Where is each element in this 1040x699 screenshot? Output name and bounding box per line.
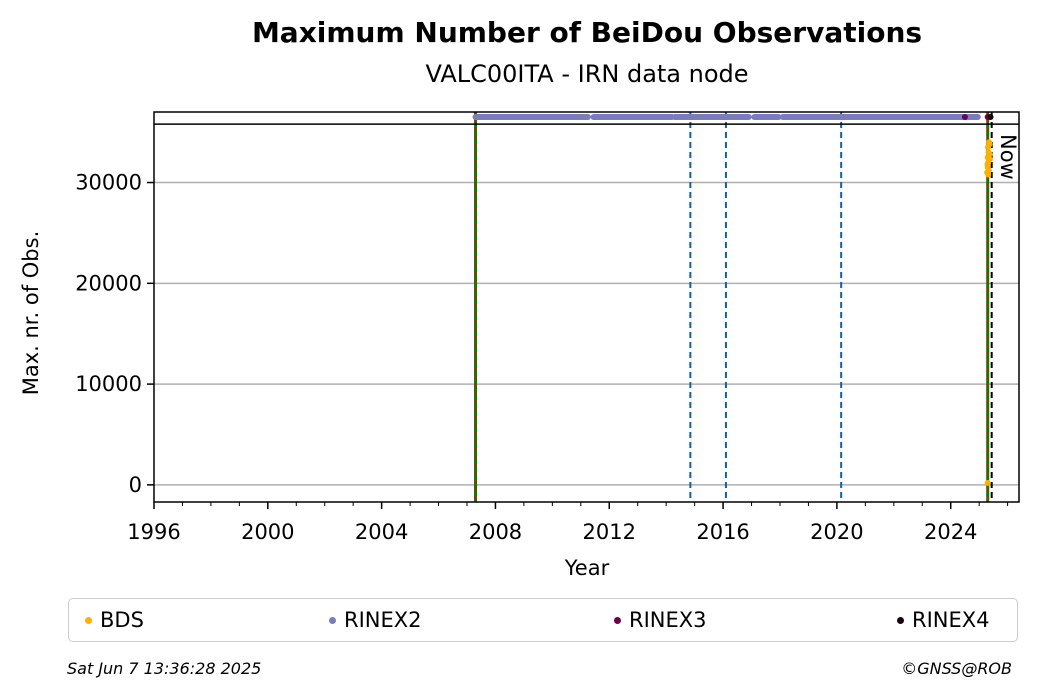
plot-area: 0 10000 20000 30000 1996 2000 2004 2008 2012 2016…	[75, 111, 1020, 544]
series-bds-point	[985, 171, 992, 178]
legend-item-rinex4: RINEX4	[897, 599, 990, 641]
x-tick-label: 1996	[127, 520, 180, 544]
series-bds-point	[986, 151, 993, 158]
x-tick-label: 2024	[924, 520, 977, 544]
legend-marker-bds	[85, 616, 92, 624]
series-rinex4-point	[987, 114, 994, 121]
y-tick-label: 20000	[75, 271, 142, 295]
x-tick-label: 2000	[241, 520, 294, 544]
x-tick-label: 2016	[696, 520, 749, 544]
chart-title: Maximum Number of BeiDou Observations	[252, 16, 922, 49]
legend-marker-rinex2	[329, 616, 336, 624]
now-label: Now	[996, 134, 1020, 180]
series-rinex3-point	[961, 114, 968, 121]
legend-item-rinex3: RINEX3	[614, 599, 707, 641]
y-axis-label: Max. nr. of Obs.	[19, 231, 43, 396]
x-tick-label: 2012	[583, 520, 636, 544]
legend-label-bds: BDS	[100, 608, 144, 632]
legend-label-rinex4: RINEX4	[912, 608, 990, 632]
legend-marker-rinex3	[614, 616, 621, 624]
x-axis-label: Year	[564, 556, 610, 580]
series-bds-point	[984, 479, 991, 486]
x-tick-label: 2020	[810, 520, 863, 544]
plot-frame	[153, 111, 1020, 503]
legend-item-bds: BDS	[85, 599, 144, 641]
series-bds-point	[986, 156, 993, 163]
footer-copyright: ©GNSS@ROB	[901, 659, 1012, 678]
y-tick-label: 10000	[75, 372, 142, 396]
chart-subtitle: VALC00ITA - IRN data node	[425, 60, 748, 88]
y-tick-label: 0	[129, 473, 142, 497]
series-bds-point	[984, 161, 991, 168]
legend-marker-rinex4	[897, 616, 904, 624]
y-tick-label: 30000	[75, 171, 142, 195]
legend-label-rinex2: RINEX2	[344, 608, 422, 632]
legend-label-rinex3: RINEX3	[629, 608, 707, 632]
legend-item-rinex2: RINEX2	[329, 599, 422, 641]
x-tick-label: 2004	[355, 520, 408, 544]
legend: BDS RINEX2 RINEX3 RINEX4	[68, 598, 1018, 642]
x-tick-label: 2008	[469, 520, 522, 544]
footer-timestamp: Sat Jun 7 13:36:28 2025	[67, 659, 262, 678]
series-bds-point	[986, 141, 993, 148]
